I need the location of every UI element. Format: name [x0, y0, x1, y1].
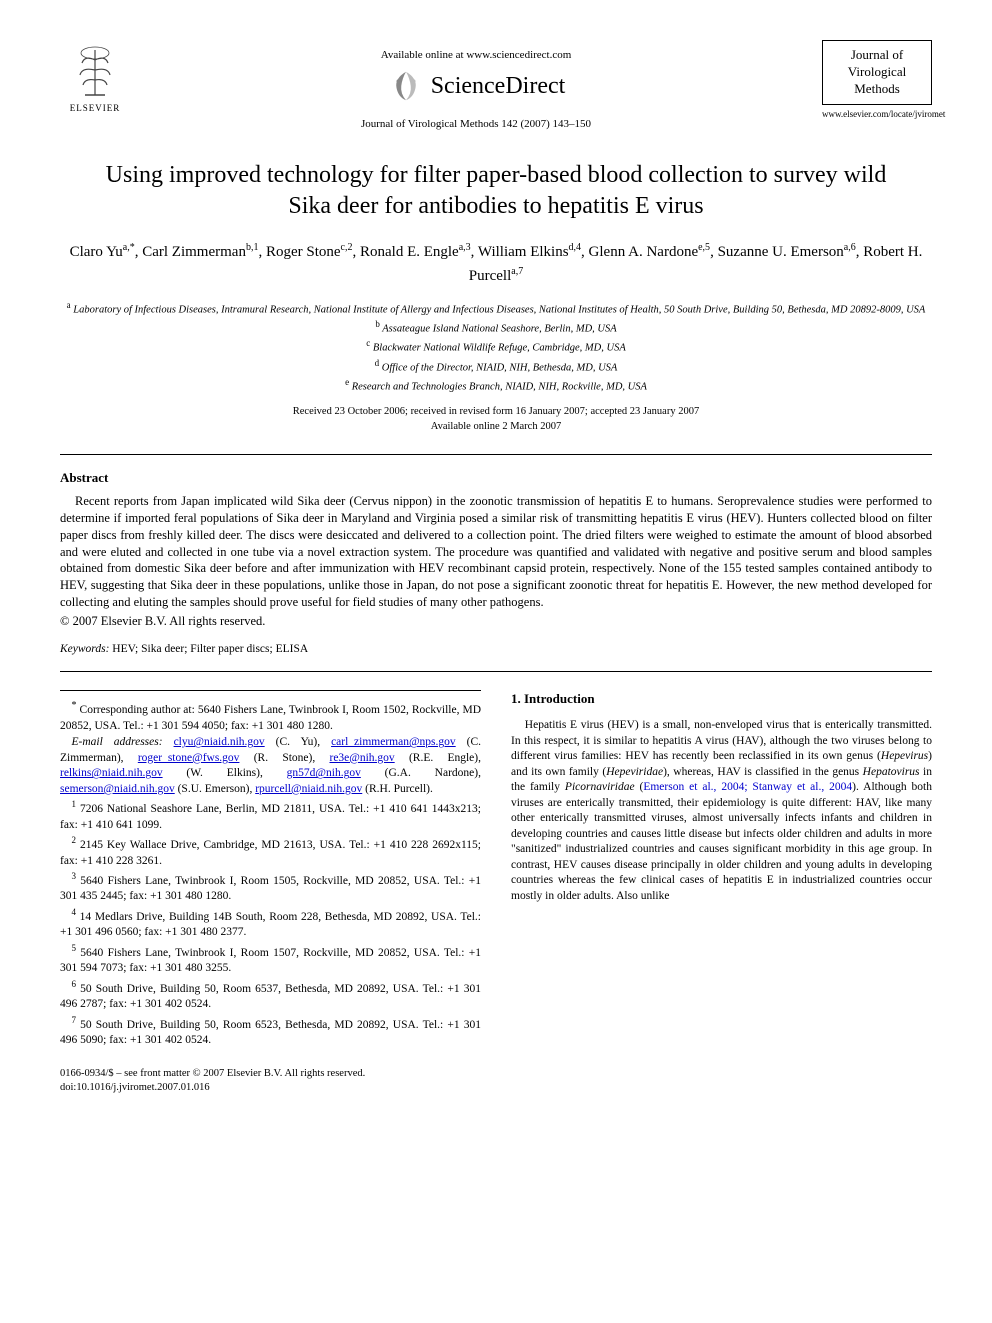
- sciencedirect-text: ScienceDirect: [431, 70, 566, 102]
- author-list: Claro Yua,*, Carl Zimmermanb,1, Roger St…: [60, 240, 932, 287]
- sciencedirect-icon: [387, 67, 425, 105]
- affiliation-line: c Blackwater National Wildlife Refuge, C…: [60, 337, 932, 356]
- keywords-label: Keywords:: [60, 643, 109, 655]
- footer-meta: 0166-0934/$ – see front matter © 2007 El…: [60, 1067, 932, 1094]
- star-icon: *: [72, 700, 77, 711]
- abstract-text: Recent reports from Japan implicated wil…: [60, 493, 932, 611]
- elsevier-logo: ELSEVIER: [60, 40, 130, 120]
- citation-link[interactable]: Emerson et al., 2004; Stanway et al., 20…: [643, 781, 852, 793]
- email-link[interactable]: relkins@niaid.nih.gov: [60, 767, 163, 779]
- email-link[interactable]: roger_stone@fws.gov: [138, 752, 240, 764]
- abstract-copyright: © 2007 Elsevier B.V. All rights reserved…: [60, 613, 932, 630]
- footnotes-column: * Corresponding author at: 5640 Fishers …: [60, 690, 481, 1049]
- abstract-section: Abstract Recent reports from Japan impli…: [60, 469, 932, 630]
- email-addresses-footnote: E-mail addresses: clyu@niaid.nih.gov (C.…: [60, 735, 481, 797]
- email-link[interactable]: gn57d@nih.gov: [287, 767, 361, 779]
- affiliation-line: d Office of the Director, NIAID, NIH, Be…: [60, 357, 932, 376]
- numbered-footnote: 7 50 South Drive, Building 50, Room 6523…: [60, 1014, 481, 1049]
- sciencedirect-brand: ScienceDirect: [130, 67, 822, 105]
- abstract-heading: Abstract: [60, 469, 932, 487]
- email-link[interactable]: semerson@niaid.nih.gov: [60, 783, 175, 795]
- journal-name-l1: Journal of: [827, 47, 927, 64]
- journal-url: www.elsevier.com/locate/jviromet: [822, 108, 932, 120]
- numbered-footnote: 2 2145 Key Wallace Drive, Cambridge, MD …: [60, 834, 481, 869]
- numbered-footnote: 5 5640 Fishers Lane, Twinbrook I, Room 1…: [60, 942, 481, 977]
- keywords-values: HEV; Sika deer; Filter paper discs; ELIS…: [112, 643, 308, 655]
- issn-line: 0166-0934/$ – see front matter © 2007 El…: [60, 1067, 932, 1081]
- journal-name-box: Journal of Virological Methods: [822, 40, 932, 105]
- introduction-column: 1. Introduction Hepatitis E virus (HEV) …: [511, 690, 932, 1049]
- affiliation-line: a Laboratory of Infectious Diseases, Int…: [60, 299, 932, 318]
- doi-line: doi:10.1016/j.jviromet.2007.01.016: [60, 1081, 932, 1095]
- journal-name-l2: Virological: [827, 64, 927, 81]
- corresponding-author-footnote: * Corresponding author at: 5640 Fishers …: [60, 699, 481, 734]
- email-link[interactable]: clyu@niaid.nih.gov: [174, 736, 265, 748]
- numbered-footnote: 1 7206 National Seashore Lane, Berlin, M…: [60, 798, 481, 833]
- received-dates: Received 23 October 2006; received in re…: [60, 405, 932, 420]
- affiliation-line: b Assateague Island National Seashore, B…: [60, 318, 932, 337]
- journal-name-l3: Methods: [827, 81, 927, 98]
- journal-logo-block: Journal of Virological Methods www.elsev…: [822, 40, 932, 120]
- available-online-text: Available online at www.sciencedirect.co…: [130, 48, 822, 63]
- center-header: Available online at www.sciencedirect.co…: [130, 40, 822, 132]
- article-dates: Received 23 October 2006; received in re…: [60, 405, 932, 434]
- page-header: ELSEVIER Available online at www.science…: [60, 40, 932, 132]
- numbered-footnote: 6 50 South Drive, Building 50, Room 6537…: [60, 978, 481, 1013]
- article-title: Using improved technology for filter pap…: [100, 160, 892, 222]
- intro-paragraph: Hepatitis E virus (HEV) is a small, non-…: [511, 718, 932, 904]
- rule-bottom: [60, 671, 932, 672]
- email-link[interactable]: carl_zimmerman@nps.gov: [331, 736, 456, 748]
- numbered-footnote: 3 5640 Fishers Lane, Twinbrook I, Room 1…: [60, 870, 481, 905]
- keywords-line: Keywords: HEV; Sika deer; Filter paper d…: [60, 642, 932, 658]
- rule-top: [60, 454, 932, 455]
- corresponding-text: Corresponding author at: 5640 Fishers La…: [60, 704, 481, 732]
- email-link[interactable]: re3e@nih.gov: [329, 752, 394, 764]
- elsevier-tree-icon: [70, 45, 120, 100]
- affiliation-line: e Research and Technologies Branch, NIAI…: [60, 376, 932, 395]
- affiliations: a Laboratory of Infectious Diseases, Int…: [60, 299, 932, 395]
- numbered-footnote: 4 14 Medlars Drive, Building 14B South, …: [60, 906, 481, 941]
- intro-heading: 1. Introduction: [511, 690, 932, 708]
- online-date: Available online 2 March 2007: [60, 420, 932, 435]
- two-column-body: * Corresponding author at: 5640 Fishers …: [60, 690, 932, 1049]
- elsevier-label: ELSEVIER: [70, 102, 121, 114]
- journal-reference: Journal of Virological Methods 142 (2007…: [130, 117, 822, 132]
- email-link[interactable]: rpurcell@niaid.nih.gov: [255, 783, 362, 795]
